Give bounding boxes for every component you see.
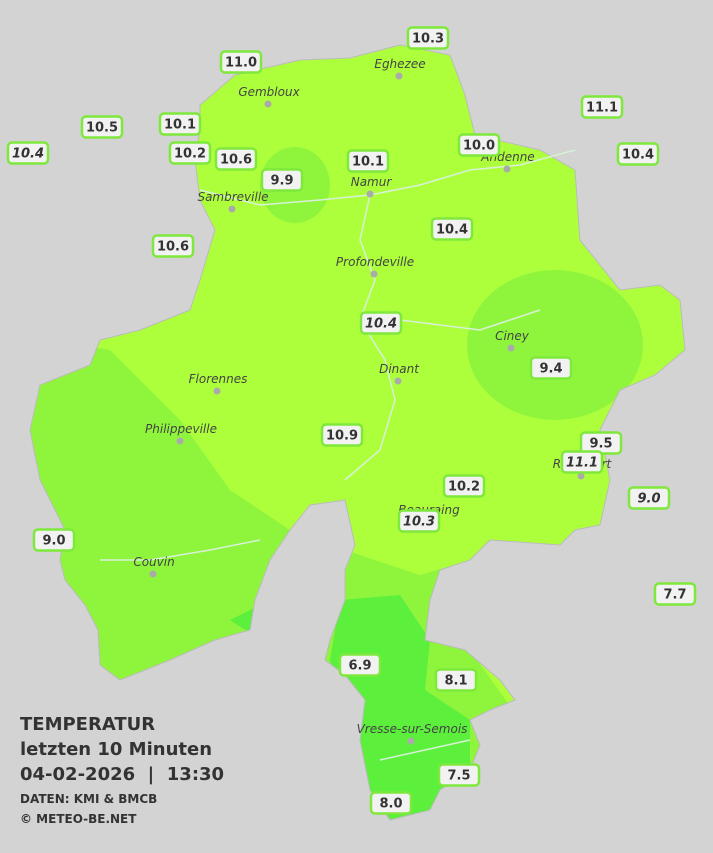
station-box xyxy=(442,474,486,498)
station-box xyxy=(529,356,573,380)
station-box xyxy=(214,147,258,171)
station-value: 10.1 xyxy=(164,118,196,133)
station-value: 10.1 xyxy=(352,155,384,170)
station-box xyxy=(359,311,403,335)
city-label: Eghezee xyxy=(374,57,425,71)
station-box xyxy=(434,668,478,692)
station-value: 11.0 xyxy=(225,56,257,71)
station-box xyxy=(80,115,124,139)
city-label: Philippeville xyxy=(145,422,217,436)
city-dot xyxy=(394,377,402,385)
city-dot xyxy=(264,100,272,108)
station-box xyxy=(346,149,390,173)
city-label: Namur xyxy=(351,175,393,189)
station-value: 10.9 xyxy=(326,429,358,444)
legend-source: DATEN: KMI & BMCB xyxy=(20,792,157,806)
city-dot xyxy=(395,72,403,80)
station-value: 9.5 xyxy=(589,437,612,452)
city-dot xyxy=(149,570,157,578)
station-box xyxy=(158,112,202,136)
city-dot xyxy=(213,387,221,395)
station-value: 7.7 xyxy=(663,588,686,603)
rivers xyxy=(100,149,576,761)
station-value: 10.3 xyxy=(403,515,435,530)
city-label: Florennes xyxy=(189,372,248,386)
city-dot xyxy=(370,270,378,278)
station-box xyxy=(151,234,195,258)
legend-title: TEMPERATUR xyxy=(20,714,155,735)
city-label: Couvin xyxy=(133,555,174,569)
station-value: 10.4 xyxy=(12,147,44,162)
station-box xyxy=(653,582,697,606)
station-box xyxy=(430,217,474,241)
legend: TEMPERATUR letzten 10 Minuten 04-02-2026… xyxy=(20,714,224,826)
city-label: Gembloux xyxy=(238,85,300,99)
station-value: 11.1 xyxy=(566,456,598,471)
station-box xyxy=(219,50,263,74)
city-dot xyxy=(577,472,585,480)
station-value: 10.4 xyxy=(365,317,397,332)
station-box xyxy=(627,486,671,510)
city-dot xyxy=(228,205,236,213)
station-box xyxy=(338,653,382,677)
station-value: 10.4 xyxy=(436,223,468,238)
station-value: 10.2 xyxy=(174,147,206,162)
station-value: 6.9 xyxy=(348,659,371,674)
station-box xyxy=(560,450,604,474)
station-value: 9.4 xyxy=(539,362,562,377)
station-box xyxy=(6,141,50,165)
station-box xyxy=(616,142,660,166)
city-label: Dinant xyxy=(379,362,420,376)
city-dot xyxy=(503,165,511,173)
city-dot xyxy=(366,190,374,198)
city-dot xyxy=(407,737,415,745)
legend-period: letzten 10 Minuten xyxy=(20,739,212,760)
station-box xyxy=(457,133,501,157)
station-value: 10.6 xyxy=(220,153,252,168)
station-box xyxy=(32,528,76,552)
station-value: 8.0 xyxy=(379,797,402,812)
station-value: 11.1 xyxy=(586,101,618,116)
station-value: 9.9 xyxy=(270,174,293,189)
station-value: 10.5 xyxy=(86,121,118,136)
station-box xyxy=(320,423,364,447)
station-box xyxy=(260,168,304,192)
station-box xyxy=(369,791,413,815)
station-box xyxy=(168,141,212,165)
city-label: Ciney xyxy=(495,329,530,343)
station-box xyxy=(406,26,450,50)
city-dot xyxy=(176,437,184,445)
station-box xyxy=(437,763,481,787)
city-label: Profondeville xyxy=(336,255,414,269)
station-value: 7.5 xyxy=(447,769,470,784)
station-value: 10.0 xyxy=(463,139,495,154)
station-value: 8.1 xyxy=(444,674,467,689)
city-label: Vresse-sur-Semois xyxy=(357,722,468,736)
station-value: 9.0 xyxy=(42,534,65,549)
station-value: 9.0 xyxy=(637,492,660,507)
station-box xyxy=(580,95,624,119)
station-value: 10.6 xyxy=(157,240,189,255)
city-dot xyxy=(507,344,515,352)
city-label: Sambreville xyxy=(197,190,268,204)
station-value: 10.4 xyxy=(622,148,654,163)
station-box xyxy=(397,509,441,533)
station-value: 10.3 xyxy=(412,32,444,47)
station-value: 10.2 xyxy=(448,480,480,495)
legend-copyright: © METEO-BE.NET xyxy=(20,812,137,826)
legend-datetime: 04-02-2026 | 13:30 xyxy=(20,764,224,785)
